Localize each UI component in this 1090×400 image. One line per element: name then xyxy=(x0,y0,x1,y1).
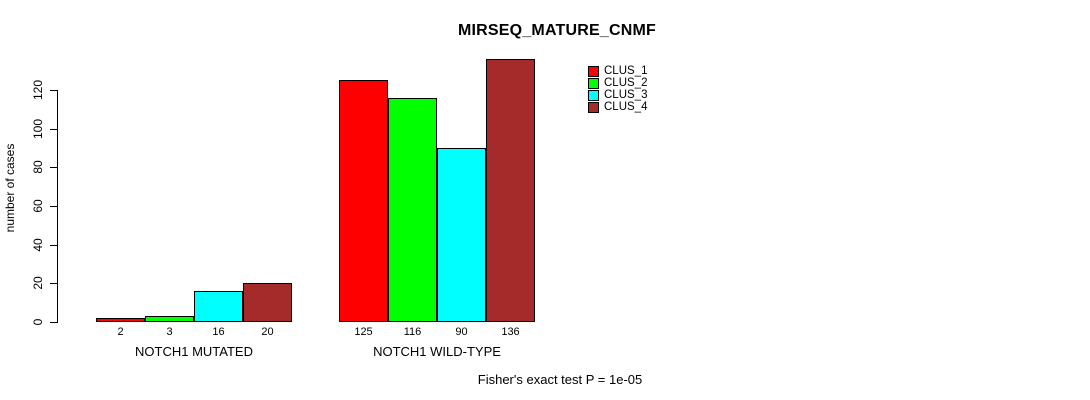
bar-clus_1 xyxy=(339,80,388,322)
y-axis-tick xyxy=(49,244,57,246)
legend-item: CLUS_1 xyxy=(588,65,647,77)
bar-value-label: 2 xyxy=(117,326,124,338)
bar-clus_3 xyxy=(194,291,243,322)
legend-swatch-clus_3 xyxy=(588,89,599,101)
x-category-label: NOTCH1 MUTATED xyxy=(135,344,253,359)
y-tick-label: 100 xyxy=(31,118,45,139)
y-tick-label: 120 xyxy=(31,79,45,100)
y-tick-label: 60 xyxy=(31,199,45,213)
bar-clus_4 xyxy=(486,58,535,322)
y-axis-tick xyxy=(49,322,57,323)
chart-title: MIRSEQ_MATURE_CNMF xyxy=(458,22,656,39)
legend: CLUS_1 CLUS_2 CLUS_3 CLUS_4 xyxy=(588,65,647,113)
y-axis-tick xyxy=(49,167,57,169)
legend-swatch-clus_2 xyxy=(588,77,599,89)
annotation-text: Fisher's exact test P = 1e-05 xyxy=(477,372,643,387)
legend-item: CLUS_2 xyxy=(588,77,647,89)
y-axis-line xyxy=(57,89,58,323)
legend-label: CLUS_2 xyxy=(604,77,648,89)
bar-clus_2 xyxy=(388,97,437,322)
legend-item: CLUS_3 xyxy=(588,89,647,101)
bar-clus_4 xyxy=(243,283,292,322)
bar-value-label: 136 xyxy=(501,326,520,338)
legend-item: CLUS_4 xyxy=(588,101,647,113)
bar-value-label: 3 xyxy=(166,326,173,338)
legend-label: CLUS_3 xyxy=(604,89,648,101)
y-tick-label: 40 xyxy=(31,237,45,252)
bar-value-label: 20 xyxy=(261,326,274,338)
bar-value-label: 16 xyxy=(212,326,225,338)
legend-swatch-clus_1 xyxy=(588,65,599,77)
y-axis-tick xyxy=(49,128,57,130)
y-tick-label: 0 xyxy=(31,318,45,326)
y-axis-tick xyxy=(49,89,57,91)
bar-clus_3 xyxy=(437,147,486,322)
bar-clus_1 xyxy=(96,318,145,322)
y-axis-tick xyxy=(49,283,57,285)
bar-value-label: 116 xyxy=(403,326,422,338)
x-category-label: NOTCH1 WILD-TYPE xyxy=(373,344,501,359)
bar-value-label: 90 xyxy=(455,326,468,338)
bar-value-label: 125 xyxy=(354,326,373,338)
legend-label: CLUS_4 xyxy=(604,101,648,113)
legend-label: CLUS_1 xyxy=(604,65,648,77)
y-tick-label: 20 xyxy=(31,276,45,290)
y-axis-title: number of cases xyxy=(3,143,17,233)
legend-swatch-clus_4 xyxy=(588,101,599,113)
y-axis-tick xyxy=(49,205,57,207)
y-tick-label: 80 xyxy=(31,160,45,174)
bar-clus_2 xyxy=(145,316,194,322)
